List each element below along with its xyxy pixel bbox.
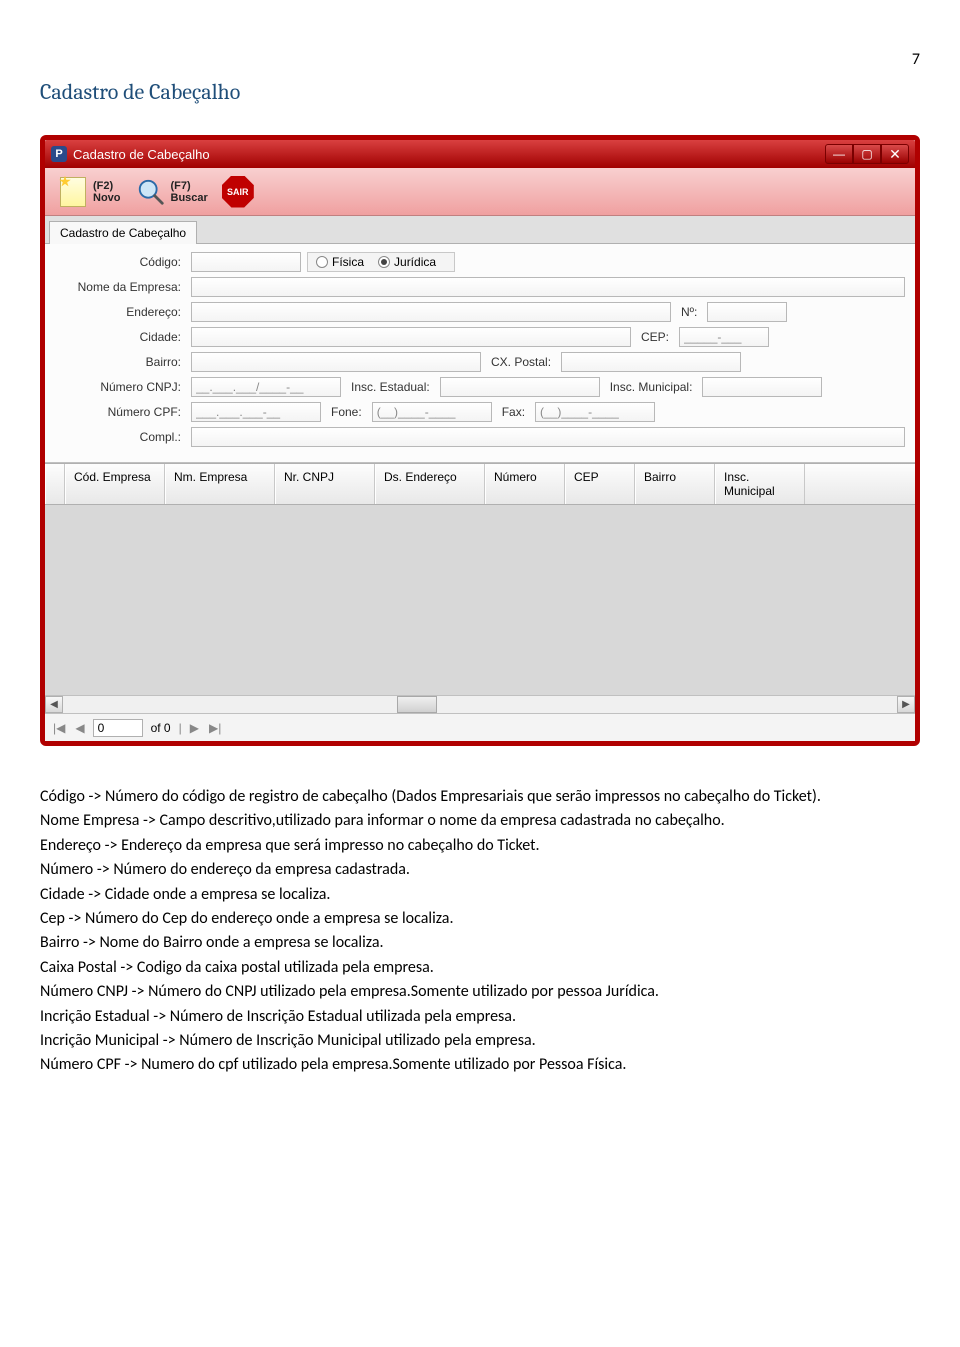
fisica-label: Física (332, 255, 364, 269)
insc-mun-label: Insc. Municipal: (606, 380, 697, 394)
nav-last-button[interactable]: ▶| (209, 721, 221, 735)
fax-input[interactable] (535, 402, 655, 422)
grid-col-insc-mun[interactable]: Insc. Municipal (715, 464, 805, 504)
app-window: P Cadastro de Cabeçalho — ▢ ✕ (F2) Novo … (40, 135, 920, 746)
new-doc-icon (57, 176, 89, 208)
fisica-radio[interactable]: Física (316, 255, 364, 269)
insc-est-label: Insc. Estadual: (347, 380, 434, 394)
bairro-label: Bairro: (55, 355, 185, 369)
endereco-label: Endereço: (55, 305, 185, 319)
app-icon: P (51, 146, 67, 162)
horizontal-scrollbar[interactable]: ◀ ▶ (45, 695, 915, 713)
record-navigator: |◀ ◀ of 0 | ▶ ▶| (45, 713, 915, 741)
cidade-input[interactable] (191, 327, 631, 347)
cxpostal-input[interactable] (561, 352, 741, 372)
buscar-label: Buscar (171, 192, 208, 204)
nav-current-input[interactable] (93, 719, 143, 737)
grid-col-numero[interactable]: Número (485, 464, 565, 504)
exit-icon: SAIR (222, 176, 254, 208)
close-button[interactable]: ✕ (881, 144, 909, 164)
novo-shortcut: (F2) (93, 180, 121, 192)
grid-header: Cód. Empresa Nm. Empresa Nr. CNPJ Ds. En… (45, 464, 915, 505)
desc-line: Número CNPJ -> Número do CNPJ utilizado … (40, 981, 920, 1003)
cep-input[interactable] (679, 327, 769, 347)
tab-cadastro[interactable]: Cadastro de Cabeçalho (49, 221, 197, 244)
codigo-label: Código: (55, 255, 185, 269)
cpf-input[interactable] (191, 402, 321, 422)
cpf-label: Número CPF: (55, 405, 185, 419)
novo-label: Novo (93, 192, 121, 204)
endereco-input[interactable] (191, 302, 671, 322)
bairro-input[interactable] (191, 352, 481, 372)
buscar-shortcut: (F7) (171, 180, 208, 192)
desc-line: Incrição Estadual -> Número de Inscrição… (40, 1006, 920, 1028)
desc-line: Caixa Postal -> Codigo da caixa postal u… (40, 957, 920, 979)
scroll-thumb[interactable] (397, 696, 437, 713)
cxpostal-label: CX. Postal: (487, 355, 555, 369)
toolbar: (F2) Novo (F7) Buscar SAIR (45, 168, 915, 216)
sair-button[interactable]: SAIR (218, 174, 258, 210)
cnpj-input[interactable] (191, 377, 341, 397)
grid-col-cod[interactable]: Cód. Empresa (65, 464, 165, 504)
desc-line: Bairro -> Nome do Bairro onde a empresa … (40, 932, 920, 954)
page-number: 7 (40, 50, 920, 69)
data-grid: Cód. Empresa Nm. Empresa Nr. CNPJ Ds. En… (45, 463, 915, 713)
nav-first-button[interactable]: |◀ (53, 721, 65, 735)
scroll-right-icon[interactable]: ▶ (897, 696, 915, 713)
compl-label: Compl.: (55, 430, 185, 444)
window-controls: — ▢ ✕ (825, 144, 909, 164)
form-panel: Código: Física Jurídica Nome da Empresa:… (45, 244, 915, 463)
description-block: Código -> Número do código de registro d… (40, 786, 920, 1077)
radio-icon (316, 256, 328, 268)
insc-mun-input[interactable] (702, 377, 822, 397)
numero-input[interactable] (707, 302, 787, 322)
novo-button[interactable]: (F2) Novo (53, 174, 125, 210)
desc-line: Cidade -> Cidade onde a empresa se local… (40, 884, 920, 906)
insc-est-input[interactable] (440, 377, 600, 397)
desc-line: Número CPF -> Numero do cpf utilizado pe… (40, 1054, 920, 1076)
juridica-label: Jurídica (394, 255, 436, 269)
nav-next-button[interactable]: ▶ (190, 721, 199, 735)
grid-col-cnpj[interactable]: Nr. CNPJ (275, 464, 375, 504)
fone-label: Fone: (327, 405, 366, 419)
grid-col-nm[interactable]: Nm. Empresa (165, 464, 275, 504)
nav-prev-button[interactable]: ◀ (75, 721, 84, 735)
fone-input[interactable] (372, 402, 492, 422)
buscar-button[interactable]: (F7) Buscar (131, 174, 212, 210)
numero-label: Nº: (677, 305, 701, 319)
desc-line: Código -> Número do código de registro d… (40, 786, 920, 808)
nome-empresa-label: Nome da Empresa: (55, 280, 185, 294)
scroll-track[interactable] (63, 696, 897, 713)
nav-of-label: of 0 (151, 721, 171, 735)
desc-line: Incrição Municipal -> Número de Inscriçã… (40, 1030, 920, 1052)
search-icon (135, 176, 167, 208)
juridica-radio[interactable]: Jurídica (378, 255, 436, 269)
cidade-label: Cidade: (55, 330, 185, 344)
grid-col-endereco[interactable]: Ds. Endereço (375, 464, 485, 504)
grid-col-bairro[interactable]: Bairro (635, 464, 715, 504)
desc-line: Endereço -> Endereço da empresa que será… (40, 835, 920, 857)
cnpj-label: Número CNPJ: (55, 380, 185, 394)
scroll-left-icon[interactable]: ◀ (45, 696, 63, 713)
tab-strip: Cadastro de Cabeçalho (45, 216, 915, 244)
grid-col-cep[interactable]: CEP (565, 464, 635, 504)
radio-icon (378, 256, 390, 268)
cep-label: CEP: (637, 330, 673, 344)
desc-line: Número -> Número do endereço da empresa … (40, 859, 920, 881)
titlebar: P Cadastro de Cabeçalho — ▢ ✕ (45, 140, 915, 168)
window-title: Cadastro de Cabeçalho (73, 147, 825, 162)
fax-label: Fax: (498, 405, 529, 419)
nome-empresa-input[interactable] (191, 277, 905, 297)
desc-line: Nome Empresa -> Campo descritivo,utiliza… (40, 810, 920, 832)
codigo-input[interactable] (191, 252, 301, 272)
desc-line: Cep -> Número do Cep do endereço onde a … (40, 908, 920, 930)
tipo-pessoa-group: Física Jurídica (307, 252, 455, 272)
maximize-button[interactable]: ▢ (853, 144, 881, 164)
compl-input[interactable] (191, 427, 905, 447)
row-selector-col (45, 464, 65, 504)
document-title: Cadastro de Cabeçalho (40, 79, 920, 105)
minimize-button[interactable]: — (825, 144, 853, 164)
